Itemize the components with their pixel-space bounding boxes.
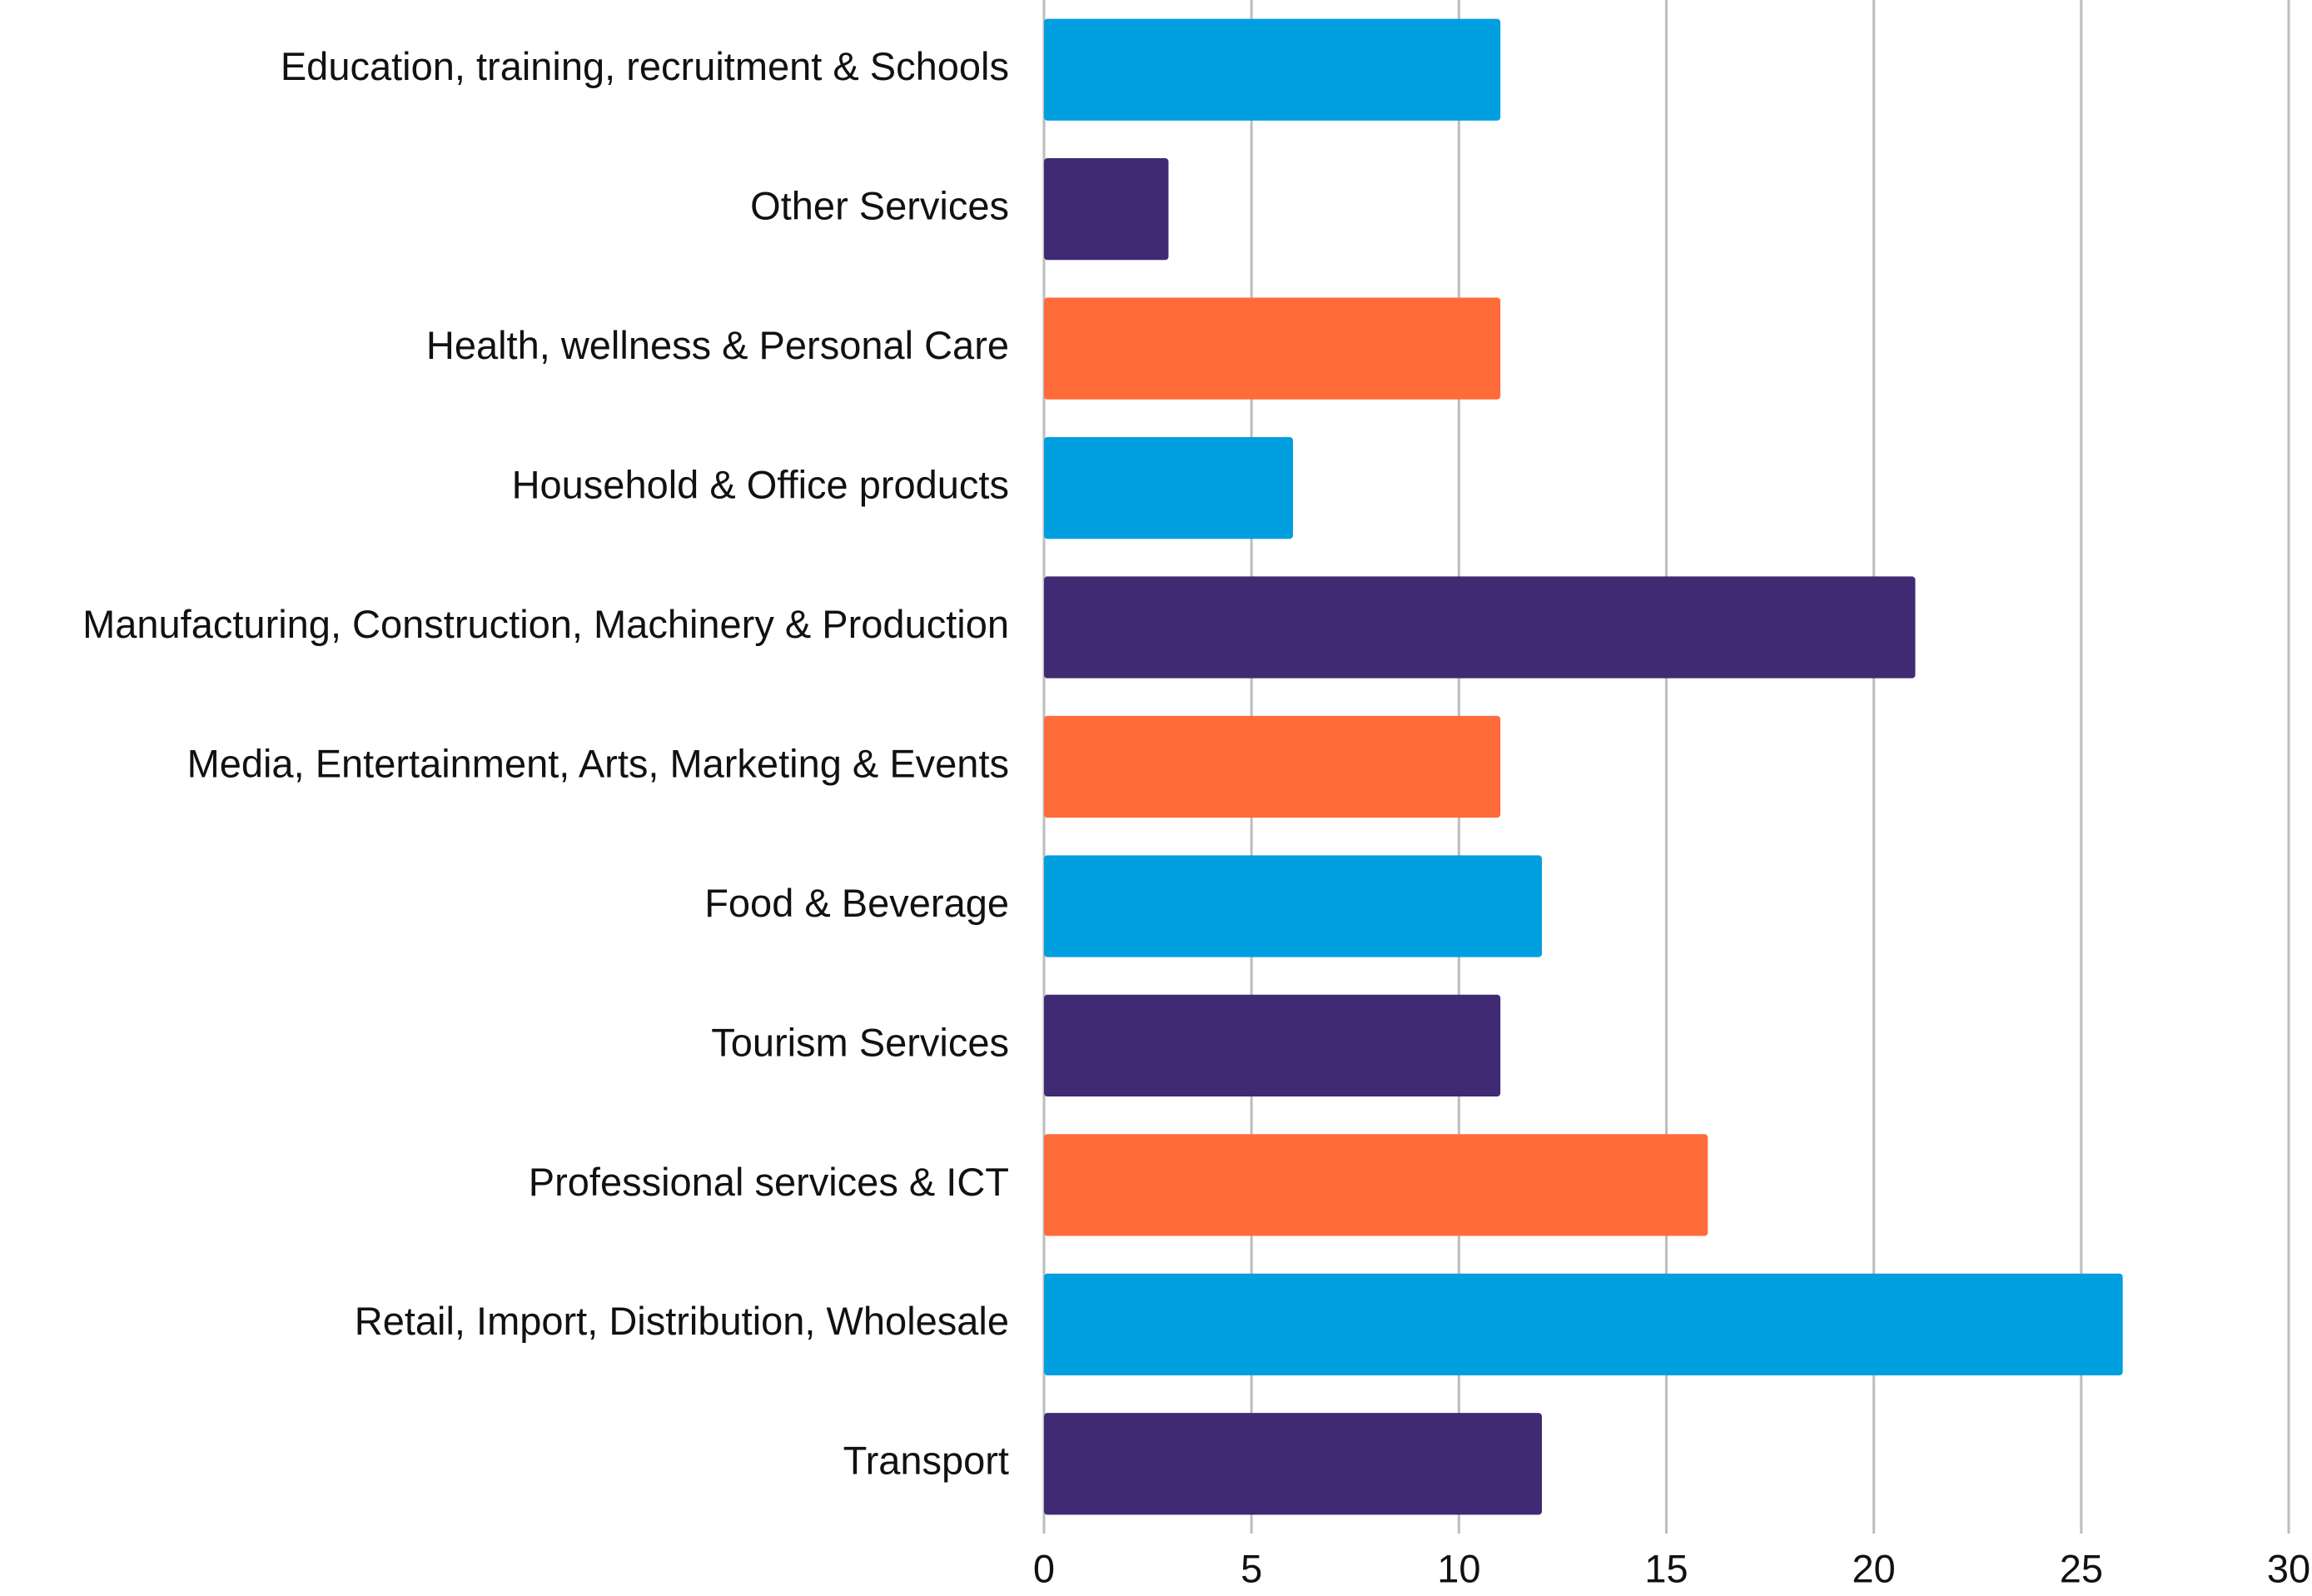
bar	[1044, 855, 1542, 957]
bar	[1044, 1134, 1708, 1236]
y-tick-label: Household & Office products	[512, 463, 1009, 507]
y-tick-label: Food & Beverage	[704, 881, 1009, 925]
bar	[1044, 436, 1293, 539]
y-tick-label: Professional services & ICT	[529, 1160, 1009, 1204]
x-tick-label: 30	[2267, 1546, 2310, 1590]
y-tick-label: Health, wellness & Personal Care	[426, 323, 1009, 367]
y-tick-label: Retail, Import, Distribution, Wholesale	[355, 1299, 1009, 1343]
y-tick-label: Manufacturing, Construction, Machinery &…	[82, 602, 1009, 646]
x-tick-label: 25	[2060, 1546, 2103, 1590]
bar	[1044, 1273, 2123, 1375]
y-tick-label: Tourism Services	[711, 1020, 1009, 1064]
y-tick-label: Other Services	[750, 184, 1009, 228]
bar	[1044, 158, 1169, 261]
bar	[1044, 297, 1501, 400]
bar	[1044, 576, 1916, 679]
x-tick-label: 5	[1241, 1546, 1262, 1590]
y-tick-label: Media, Entertainment, Arts, Marketing & …	[187, 741, 1009, 785]
x-tick-label: 0	[1033, 1546, 1055, 1590]
y-tick-label: Education, training, recruitment & Schoo…	[281, 44, 1009, 88]
bar	[1044, 1413, 1542, 1515]
bar	[1044, 18, 1501, 121]
x-tick-label: 20	[1852, 1546, 1896, 1590]
x-tick-label: 15	[1644, 1546, 1688, 1590]
bar	[1044, 715, 1501, 818]
bar	[1044, 994, 1501, 1097]
x-tick-label: 10	[1437, 1546, 1480, 1590]
y-tick-label: Transport	[843, 1439, 1009, 1483]
